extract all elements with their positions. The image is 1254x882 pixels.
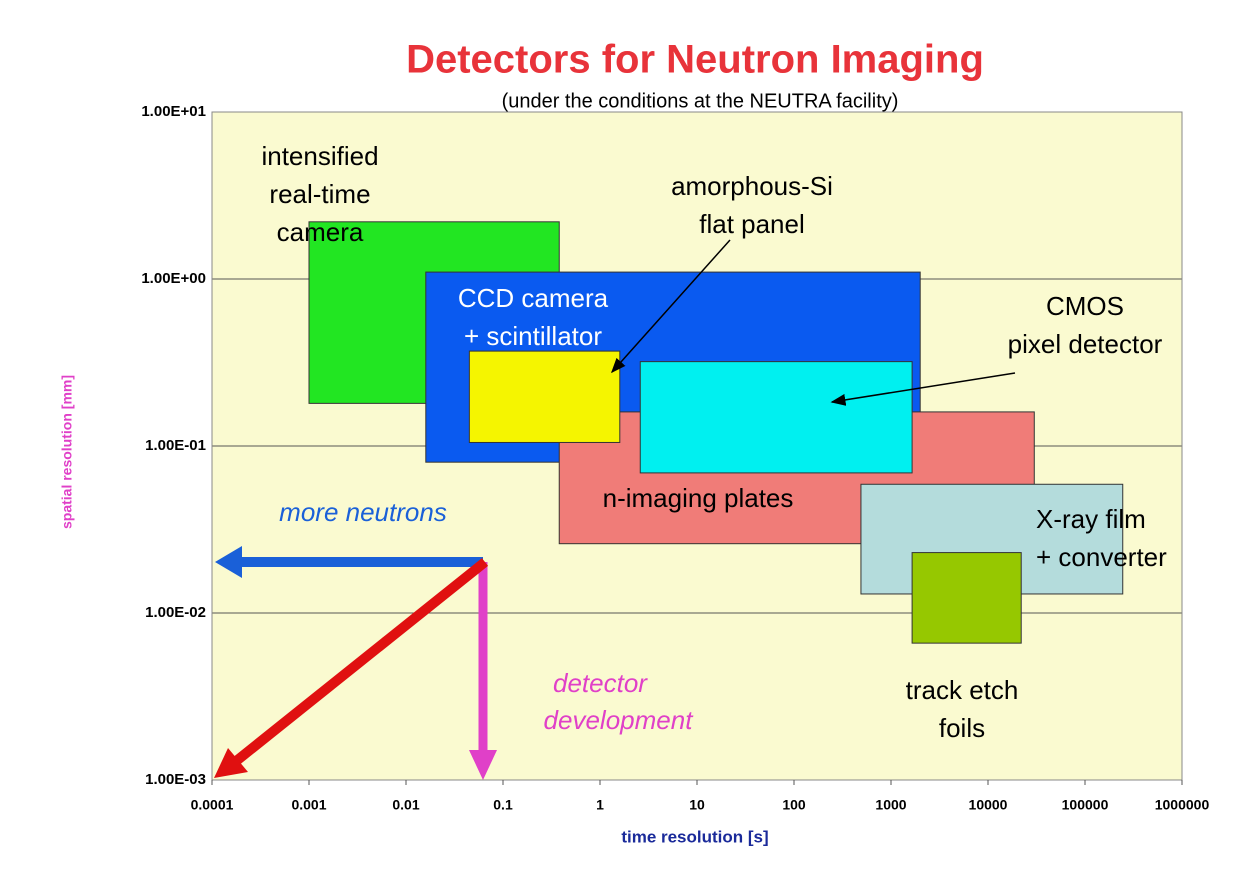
detector-label: flat panel: [699, 209, 805, 239]
detector-label: X-ray film: [1036, 504, 1146, 534]
y-tick-label: 1.00E+01: [141, 103, 206, 120]
arrow-head: [469, 750, 497, 780]
detector-label: CMOS: [1046, 291, 1124, 321]
detector-label: CCD camera: [458, 283, 609, 313]
detector-box: [639, 361, 913, 474]
y-tick-label: 1.00E-02: [145, 604, 206, 621]
x-tick-label: 1000000: [1155, 797, 1210, 813]
x-tick-label: 10: [689, 797, 705, 813]
annotation: more neutrons: [279, 497, 447, 527]
x-tick-label: 0.1: [493, 797, 513, 813]
detector-label: foils: [939, 713, 985, 743]
y-tick-label: 1.00E-01: [145, 437, 206, 454]
detector-box: [468, 350, 621, 443]
detector-label: + scintillator: [464, 321, 602, 351]
chart-subtitle: (under the conditions at the NEUTRA faci…: [502, 90, 899, 112]
x-tick-label: 0.0001: [191, 797, 234, 813]
detector-label: intensified: [261, 141, 378, 171]
x-tick-label: 1000: [875, 797, 906, 813]
detector-label: + converter: [1036, 542, 1167, 572]
x-tick-label: 10000: [969, 797, 1008, 813]
y-axis-label: spatial resolution [mm]: [59, 375, 75, 529]
callout-arrow: [611, 239, 731, 374]
annotation-arrows: [214, 239, 1016, 780]
y-tick-label: 1.00E-03: [145, 771, 206, 788]
x-axis-label: time resolution [s]: [621, 827, 768, 846]
detector-label: amorphous-Si: [671, 171, 833, 201]
arrow: [231, 558, 489, 766]
y-tick-label: 1.00E+00: [141, 270, 206, 287]
annotation: development: [544, 705, 695, 735]
arrow-head: [214, 748, 248, 778]
callout-arrow: [830, 372, 1016, 406]
x-tick-label: 0.001: [291, 797, 326, 813]
x-tick-label: 100000: [1062, 797, 1109, 813]
x-tick-label: 0.01: [392, 797, 419, 813]
detector-label: real-time: [269, 179, 370, 209]
chart-title: Detectors for Neutron Imaging: [406, 38, 984, 82]
annotation: detector: [553, 668, 648, 698]
detector-label: pixel detector: [1008, 329, 1163, 359]
detector-label: camera: [277, 217, 364, 247]
x-tick-label: 100: [782, 797, 806, 813]
x-tick-label: 1: [596, 797, 604, 813]
detector-label: n-imaging plates: [603, 483, 794, 513]
detector-box: [911, 552, 1022, 644]
labels: intensified real-time camera CCD camera + sc…: [261, 141, 1167, 743]
detector-label: track etch: [906, 675, 1019, 705]
arrow-head: [215, 546, 242, 578]
